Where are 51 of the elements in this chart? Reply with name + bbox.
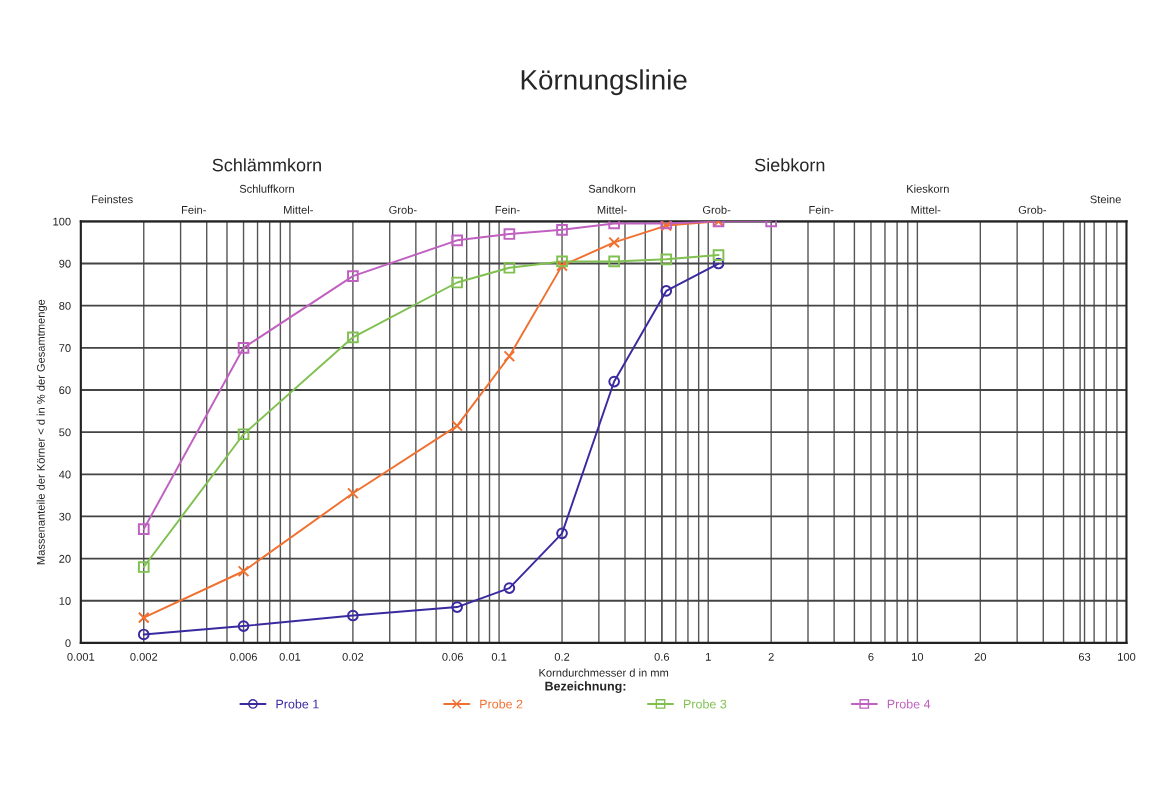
- text: Schluffkorn: [239, 184, 294, 193]
- y-tick-label: 20: [59, 554, 71, 563]
- text: Grob-: [1018, 205, 1047, 214]
- x-axis-title: Korndurchmesser d in mm: [539, 668, 669, 677]
- x-tick-label: 2: [768, 652, 774, 661]
- x-tick-label: 0.006: [230, 652, 257, 661]
- x-tick-label: 0.06: [442, 652, 464, 661]
- x-tick-label: 0.01: [279, 652, 301, 661]
- text: Mittel-: [284, 205, 313, 214]
- x-tick-label: 1: [705, 653, 711, 661]
- x-tick-label: 0.001: [67, 652, 95, 661]
- legend-label: Probe 3: [684, 699, 727, 709]
- x-tick-label: 100: [1118, 652, 1136, 661]
- y-tick-label: 0: [65, 639, 71, 648]
- text: Kieskorn: [907, 184, 949, 193]
- text: Feinstes: [92, 195, 133, 204]
- x-tick-label: 0.1: [491, 652, 507, 661]
- text: Steine: [1090, 195, 1121, 204]
- x-tick-label: 0.002: [130, 652, 158, 661]
- y-tick-label: 30: [59, 512, 71, 521]
- legend-label: Probe 1: [276, 699, 319, 709]
- text: Schlämmkorn: [212, 158, 321, 172]
- y-tick-label: 40: [58, 470, 71, 479]
- text: Fein-: [809, 205, 834, 214]
- x-tick-label: 63: [1078, 652, 1091, 661]
- y-tick-label: 90: [59, 259, 71, 268]
- legend-label: Probe 4: [887, 699, 931, 709]
- x-tick-label: 0.6: [654, 652, 670, 661]
- x-tick-label: 6: [868, 652, 874, 661]
- text: Grob-: [702, 205, 731, 214]
- legend-label: Probe 2: [480, 699, 523, 709]
- x-tick-label: 0.2: [554, 652, 570, 661]
- x-tick-label: 20: [974, 652, 987, 661]
- y-tick-label: 100: [53, 217, 71, 226]
- y-tick-label: 10: [59, 597, 71, 605]
- text: Fein-: [495, 205, 520, 214]
- y-tick-label: 70: [59, 344, 71, 352]
- y-tick-label: 80: [59, 301, 71, 310]
- text: Sandkorn: [588, 184, 636, 193]
- y-axis-title: Massenanteile der Körner < d in % der Gesamtmenge: [36, 299, 47, 565]
- x-tick-label: 10: [912, 652, 924, 661]
- text: Grob-: [389, 205, 417, 214]
- legend-title: Bezeichnung:: [545, 681, 626, 694]
- text: Mittel-: [911, 205, 941, 214]
- x-tick-label: 0.02: [342, 652, 364, 661]
- text: Mittel-: [597, 205, 627, 214]
- y-tick-label: 60: [59, 386, 71, 395]
- chart-title: Körnungslinie: [521, 69, 687, 96]
- text: Fein-: [181, 205, 206, 214]
- y-tick-label: 50: [59, 428, 71, 437]
- text: Siebkorn: [754, 158, 825, 172]
